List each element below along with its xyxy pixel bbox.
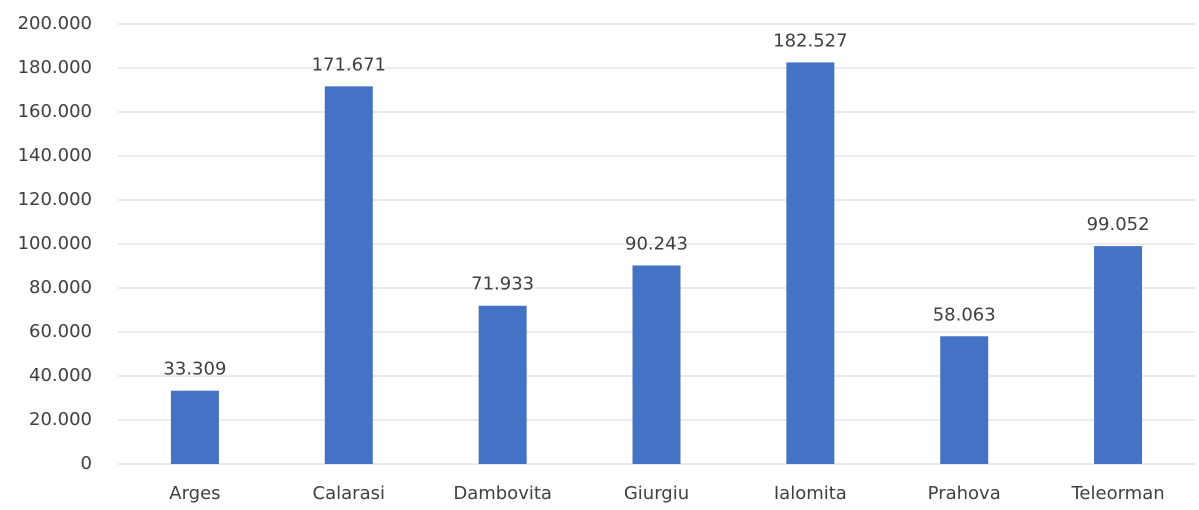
y-tick-label: 180.000	[18, 57, 92, 78]
x-tick-label: Ialomita	[774, 483, 847, 504]
bar	[940, 336, 989, 464]
bar	[786, 62, 835, 464]
x-tick-label: Dambovita	[453, 483, 552, 504]
bar	[632, 265, 681, 464]
data-label: 71.933	[471, 274, 534, 295]
y-tick-label: 40.000	[29, 365, 92, 386]
y-tick-label: 120.000	[18, 189, 92, 210]
x-tick-label: Arges	[169, 483, 220, 504]
bar	[324, 86, 373, 465]
y-tick-label: 0	[81, 453, 92, 474]
y-tick-label: 20.000	[29, 409, 92, 430]
data-label: 33.309	[163, 359, 226, 380]
y-tick-label: 100.000	[18, 233, 92, 254]
data-label: 182.527	[773, 30, 847, 51]
x-tick-label: Teleorman	[1070, 483, 1164, 504]
x-tick-label: Calarasi	[313, 483, 385, 504]
data-label: 90.243	[625, 233, 688, 254]
x-tick-label: Prahova	[928, 483, 1001, 504]
data-label: 58.063	[933, 304, 996, 325]
data-label: 171.671	[312, 54, 386, 75]
bar	[1094, 246, 1143, 464]
y-tick-label: 80.000	[29, 277, 92, 298]
x-tick-label: Giurgiu	[624, 483, 689, 504]
y-tick-label: 160.000	[18, 101, 92, 122]
y-tick-label: 140.000	[18, 145, 92, 166]
y-tick-label: 60.000	[29, 321, 92, 342]
bar	[170, 390, 219, 464]
bar	[478, 305, 527, 464]
data-label: 99.052	[1087, 214, 1150, 235]
y-tick-label: 200.000	[18, 13, 92, 34]
